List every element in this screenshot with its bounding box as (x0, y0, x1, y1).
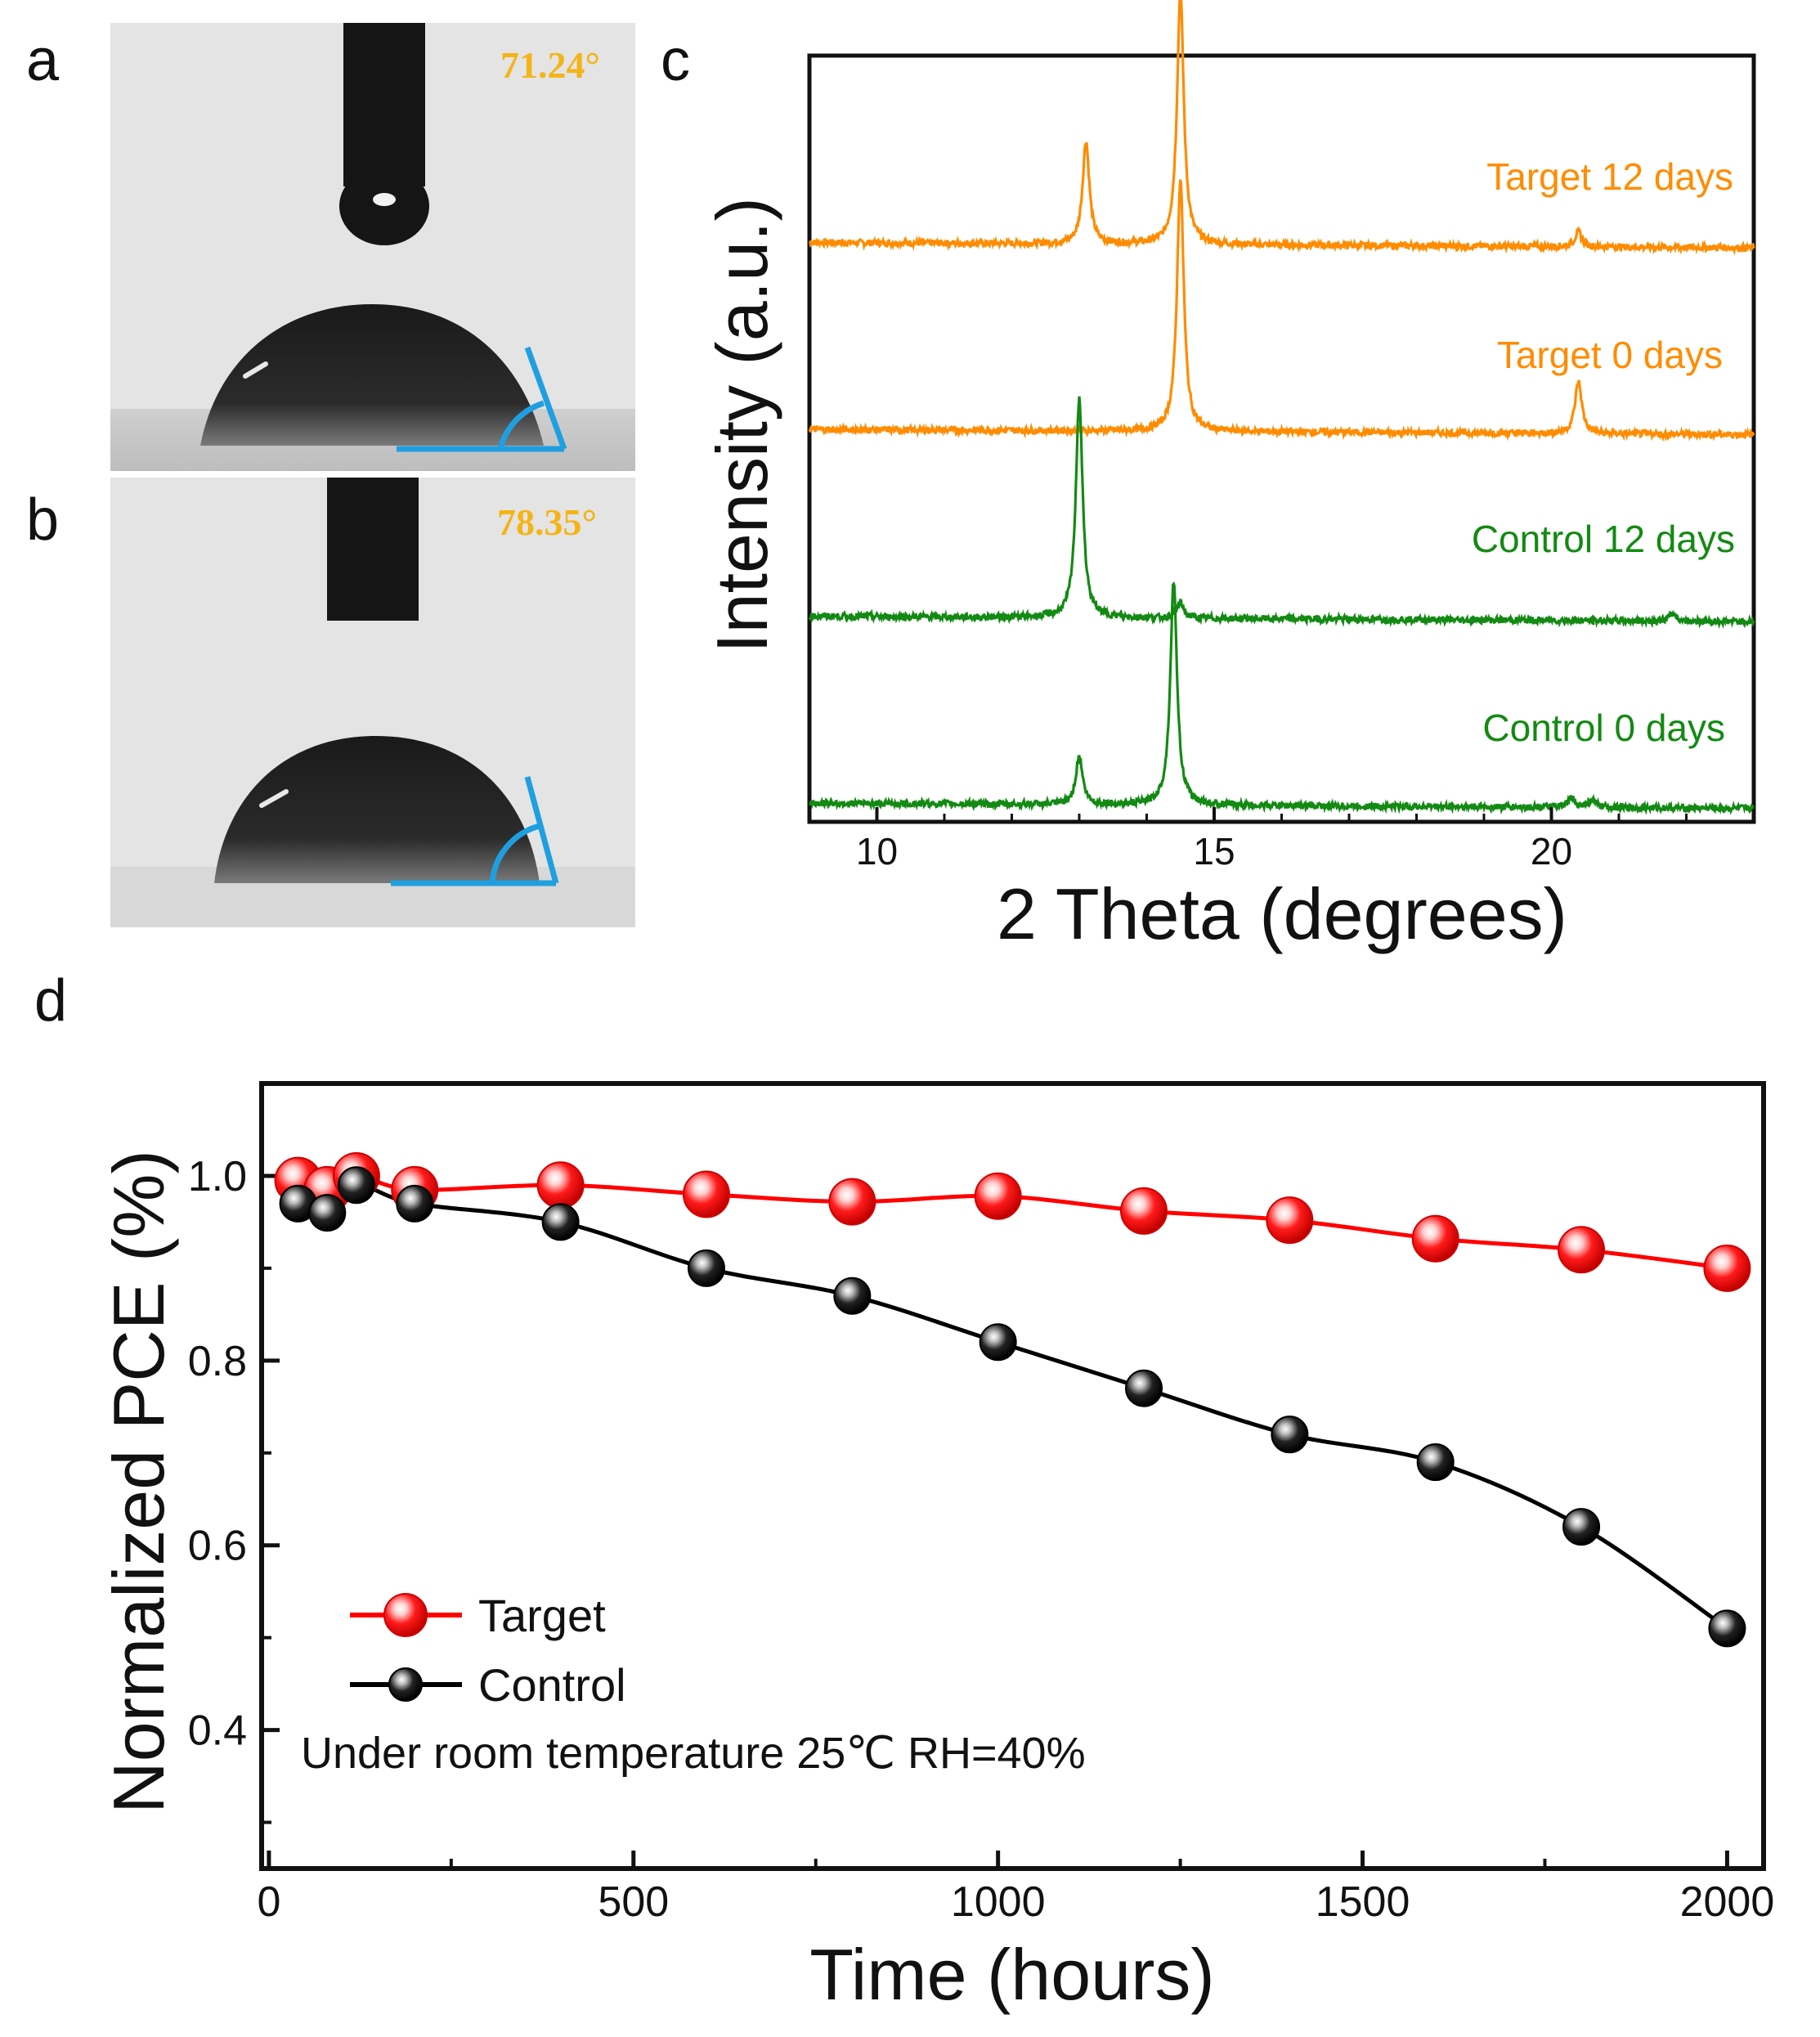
stability-point-target (974, 1172, 1022, 1220)
sessile-drop-a (200, 304, 544, 446)
panel-a: a 71.24° (26, 23, 635, 471)
sessile-drop-b (214, 736, 540, 883)
drop-reflection-b (259, 789, 289, 808)
xrd-x-tick-label: 10 (856, 830, 898, 873)
stability-y-tick-label: 1.0 (188, 1153, 247, 1200)
xrd-ticks-group: 10 15 20 (808, 807, 1755, 873)
legend-control-label: Control (478, 1659, 626, 1711)
stability-point-control (687, 1249, 725, 1287)
stability-y-tick-label: 0.4 (188, 1707, 247, 1755)
stability-x-tick-label: 500 (598, 1878, 669, 1926)
stability-point-control (396, 1184, 434, 1223)
stability-point-target (828, 1178, 876, 1226)
legend-target-label: Target (478, 1590, 606, 1641)
stability-point-control (541, 1203, 580, 1241)
stability-point-control (1562, 1508, 1601, 1546)
stability-point-target (536, 1161, 585, 1209)
stability-x-tick-label: 2000 (1680, 1878, 1775, 1926)
xrd-y-axis-title: Intensity (a.u.) (702, 197, 782, 653)
panel-letter-c: c (661, 28, 690, 93)
stability-point-control (833, 1276, 872, 1315)
xrd-x-tick-label: 15 (1193, 830, 1235, 873)
xrd-label-target-0: Target 0 days (1497, 334, 1723, 376)
stability-line-control (297, 1182, 1728, 1631)
drop-reflection-a (243, 361, 268, 379)
needle-b (327, 478, 419, 621)
angle-marker-a (397, 346, 567, 452)
stability-x-tick-label: 1000 (951, 1878, 1046, 1926)
xrd-label-control-0: Control 0 days (1482, 707, 1725, 749)
stability-legend: Target Control (350, 1590, 626, 1711)
stability-x-tick-label: 1500 (1316, 1878, 1410, 1926)
panel-c: c 10 15 20 Target 12 days Target 0 days Co… (661, 0, 1756, 954)
stability-point-control (308, 1194, 347, 1232)
legend-target-marker (383, 1593, 428, 1637)
xrd-line-3 (809, 581, 1755, 815)
panel-letter-a: a (26, 28, 60, 93)
stability-x-axis-title: Time (hours) (809, 1934, 1214, 2015)
stability-y-tick-label: 0.8 (188, 1338, 247, 1385)
stability-point-target (1120, 1187, 1168, 1235)
panel-letter-b: b (26, 487, 59, 553)
xrd-x-axis-title: 2 Theta (degrees) (997, 873, 1567, 954)
needle-a (343, 23, 425, 186)
stability-point-target (1703, 1244, 1751, 1292)
panel-b: b 78.35° (26, 478, 635, 927)
stability-point-target (1558, 1226, 1606, 1274)
angle-label-b: 78.35° (497, 501, 597, 543)
xrd-line-0 (809, 0, 1755, 256)
stability-frame (259, 1081, 1766, 1871)
stability-ticks-group: 0 500 1000 1500 2000 0.4 0.6 0.8 1.0 (188, 1082, 1775, 1926)
xrd-line-2 (808, 396, 1755, 630)
xrd-label-target-12: Target 12 days (1486, 155, 1733, 198)
stability-point-control (1416, 1443, 1455, 1482)
stability-y-axis-title: Normalized PCE (%) (98, 1150, 179, 1814)
stability-series-group (274, 1151, 1751, 1648)
panel-d: d 0 500 1000 1500 2000 0.4 0.6 0.8 1.0 Target Co… (34, 968, 1774, 2015)
xrd-label-control-12: Control 12 days (1472, 518, 1735, 560)
stability-point-control (1708, 1609, 1746, 1648)
xrd-line-1 (808, 179, 1755, 442)
drop-highlight-a (373, 193, 396, 206)
stability-annotation: Under room temperature 25℃ RH=40% (301, 1729, 1086, 1778)
stability-point-control (1271, 1416, 1309, 1454)
legend-control-marker (388, 1667, 423, 1702)
xrd-x-tick-label: 20 (1531, 830, 1572, 873)
angle-marker-b (391, 776, 559, 886)
xrd-series-group (808, 0, 1755, 815)
stability-x-tick-label: 0 (257, 1878, 280, 1926)
stability-y-tick-label: 0.6 (188, 1523, 247, 1570)
stability-point-target (1411, 1214, 1459, 1263)
stability-point-control (337, 1166, 375, 1205)
stability-point-control (1125, 1369, 1163, 1407)
stability-point-target (682, 1170, 730, 1218)
stability-point-target (1266, 1196, 1314, 1245)
angle-label-a: 71.24° (500, 44, 600, 86)
stability-point-control (979, 1323, 1017, 1362)
panel-letter-d: d (34, 968, 67, 1034)
